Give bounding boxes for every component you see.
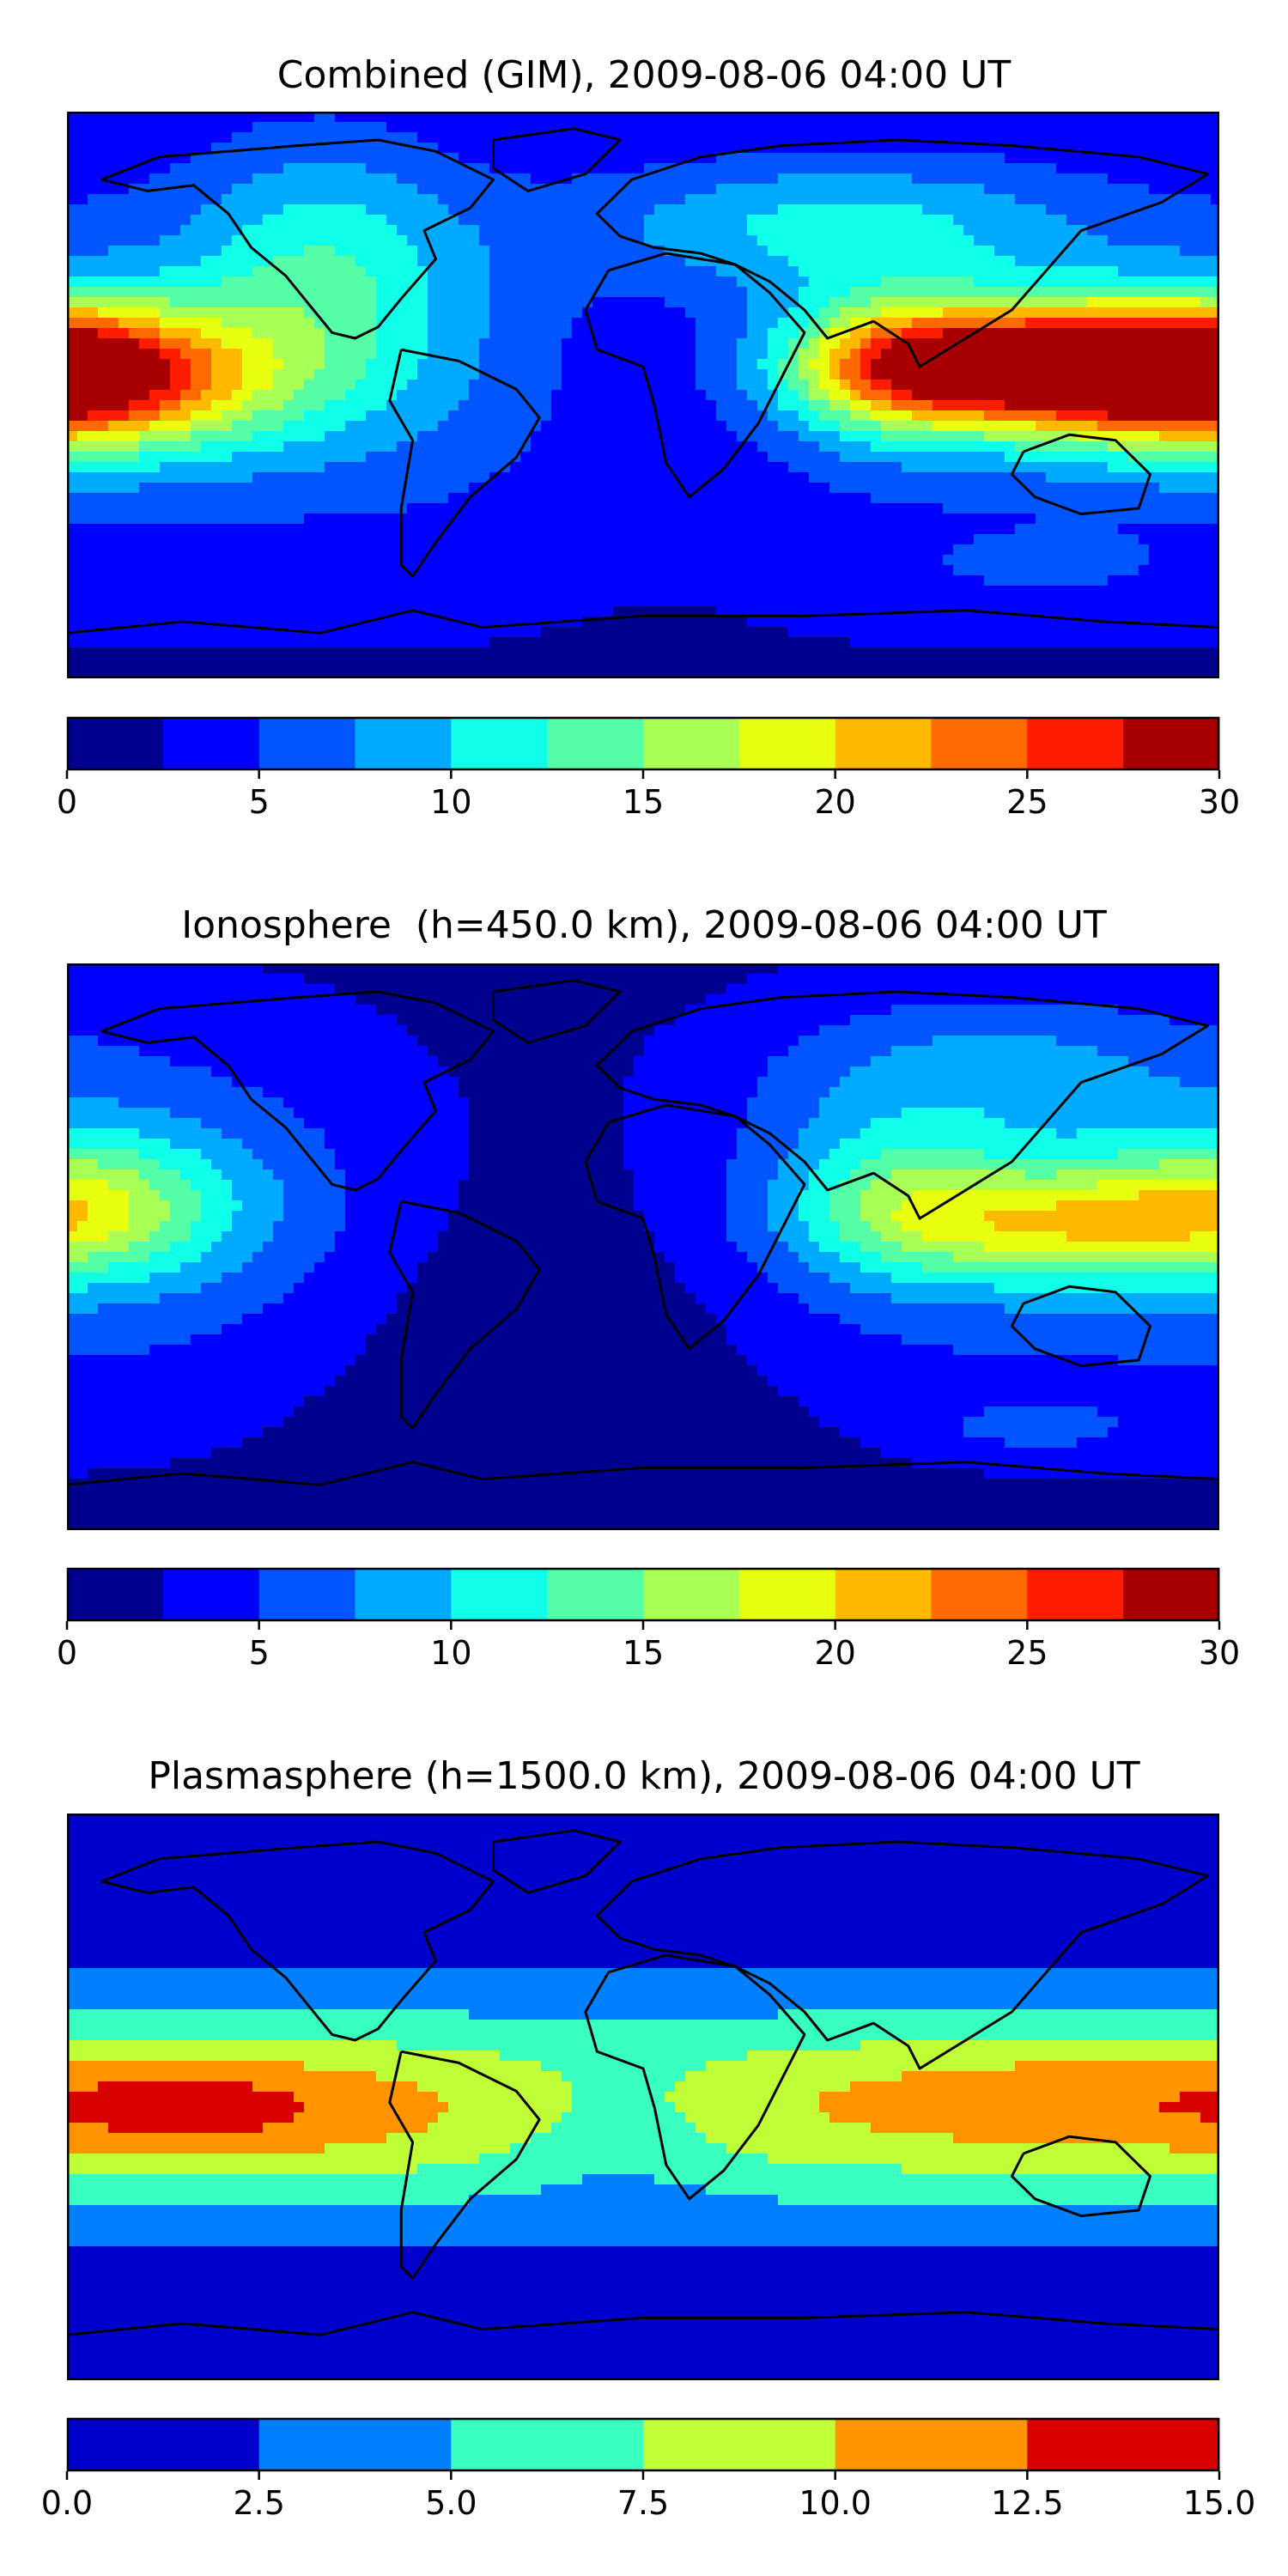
colorbar-tick-label: 30 — [1199, 1634, 1240, 1672]
colorbar-tick-label: 5.0 — [425, 2484, 477, 2522]
coastline — [1010, 433, 1151, 516]
coastline — [388, 348, 541, 578]
colorbar-segment — [162, 717, 260, 770]
map-title-plasmasphere: Plasmasphere (h=1500.0 km), 2009-08-06 0… — [148, 1754, 1140, 1798]
colorbar-segment — [258, 2418, 452, 2471]
colorbar-tick-label: 15.0 — [1183, 2484, 1256, 2522]
colorbar-segment — [1027, 1568, 1124, 1621]
colorbar-segment — [1123, 717, 1220, 770]
colorbar-plasmasphere: 0.0 2.5 5.0 7.5 10.0 12.5 15.0 — [41, 2417, 1255, 2522]
colorbar-segment — [258, 717, 355, 770]
colorbar-tick-label: 5 — [249, 783, 270, 821]
tec-map-plasmasphere — [67, 1814, 1219, 2380]
colorbar-segment — [835, 1568, 932, 1621]
colorbar-segment — [451, 2418, 644, 2471]
colorbar-segment — [67, 1568, 164, 1621]
tec-contour-fill — [67, 1814, 1219, 2380]
colorbar-frame — [66, 1567, 1220, 1622]
colorbar-tick-label: 20 — [814, 1634, 855, 1672]
colorbar-tick-label: 0 — [57, 1634, 77, 1672]
coastline — [1010, 1285, 1151, 1368]
colorbar-ionosphere: 0 5 10 15 20 25 30 — [57, 1567, 1240, 1672]
colorbar-segment — [547, 717, 644, 770]
colorbar-tick-label: 5 — [249, 1634, 270, 1672]
colorbar-tick-label: 0 — [57, 783, 77, 821]
colorbar-segment — [835, 717, 932, 770]
colorbar-segment — [1027, 2418, 1220, 2471]
tec-contour-fill — [67, 963, 1219, 1530]
coastline — [67, 1461, 1219, 1486]
colorbar-segment — [643, 1568, 740, 1621]
coastline — [67, 2311, 1219, 2336]
tec-map-ionosphere — [67, 963, 1219, 1530]
coastline — [388, 2050, 541, 2280]
colorbar-tick-label: 20 — [814, 783, 855, 821]
coastline — [595, 1840, 1210, 2070]
colorbar-segment — [258, 1568, 355, 1621]
coastlines — [67, 1829, 1219, 2336]
coastline — [595, 990, 1210, 1220]
colorbar-segment — [1027, 717, 1124, 770]
colorbar-tick-label: 15 — [623, 783, 664, 821]
map-title-ionosphere: Ionosphere (h=450.0 km), 2009-08-06 04:0… — [181, 903, 1107, 947]
map-frame — [67, 1814, 1219, 2380]
colorbar-tick-label: 12.5 — [991, 2484, 1064, 2522]
coastlines — [67, 979, 1219, 1486]
coastline — [388, 1200, 541, 1430]
coastline — [492, 979, 622, 1044]
colorbar-tick-label: 7.5 — [617, 2484, 669, 2522]
coastline — [584, 1103, 806, 1351]
colorbar-segment — [835, 2418, 1028, 2471]
colorbar-tick-label: 10 — [430, 783, 471, 821]
tec-contour-fill — [67, 112, 1219, 678]
colorbar-tick-label: 0.0 — [41, 2484, 93, 2522]
colorbar-tick-label: 2.5 — [233, 2484, 284, 2522]
colorbar-tick-label: 10 — [430, 1634, 471, 1672]
colorbar-segment — [355, 717, 452, 770]
colorbar-frame — [66, 716, 1220, 771]
coastline — [492, 127, 622, 192]
coastline — [100, 1840, 495, 2042]
colorbar-tick-label: 25 — [1006, 1634, 1048, 1672]
colorbar-tick-label: 25 — [1006, 783, 1048, 821]
colorbar-segment — [67, 717, 164, 770]
colorbar-segment — [547, 1568, 644, 1621]
tec-map-combined — [67, 112, 1219, 678]
map-title-combined: Combined (GIM), 2009-08-06 04:00 UT — [276, 53, 1012, 97]
coastline — [100, 138, 495, 340]
colorbar-segment — [1123, 1568, 1220, 1621]
colorbar-segment — [738, 1568, 836, 1621]
colorbar-segment — [643, 717, 740, 770]
map-frame — [67, 112, 1219, 678]
colorbar-segment — [67, 2418, 260, 2471]
colorbar-tick-label: 30 — [1199, 783, 1240, 821]
colorbar-segment — [451, 717, 548, 770]
coastline — [1010, 2135, 1151, 2218]
colorbar-segment — [451, 1568, 548, 1621]
coastline — [67, 609, 1219, 635]
coastline — [492, 1829, 622, 1894]
colorbar-tick-label: 10.0 — [799, 2484, 872, 2522]
colorbar-frame — [66, 2417, 1220, 2472]
colorbar-tick-label: 15 — [623, 1634, 664, 1672]
coastline — [595, 138, 1210, 368]
map-frame — [67, 963, 1219, 1530]
colorbar-segment — [931, 1568, 1028, 1621]
colorbar-combined: 0 5 10 15 20 25 30 — [57, 716, 1240, 821]
coastline — [100, 990, 495, 1192]
colorbar-segment — [643, 2418, 836, 2471]
colorbar-segment — [162, 1568, 260, 1621]
colorbar-segment — [355, 1568, 452, 1621]
coastline — [584, 252, 806, 499]
coastline — [584, 1953, 806, 2201]
coastlines — [67, 127, 1219, 635]
colorbar-segment — [738, 717, 836, 770]
colorbar-segment — [931, 717, 1028, 770]
